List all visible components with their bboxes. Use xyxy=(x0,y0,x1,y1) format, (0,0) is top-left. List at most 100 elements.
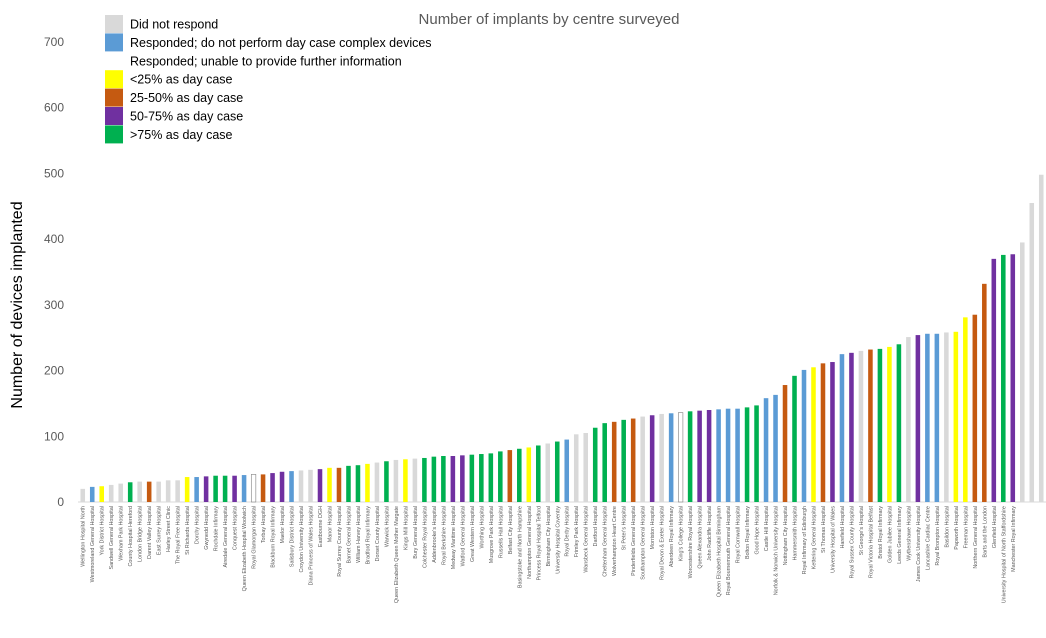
bar xyxy=(507,450,513,502)
bar xyxy=(165,480,171,502)
x-tick-label: Hammersmith Hospital xyxy=(793,506,799,561)
bar xyxy=(706,410,712,502)
bar xyxy=(108,484,114,502)
x-tick-label: Frimley Park Hospital xyxy=(574,506,580,557)
bar xyxy=(146,481,152,502)
bar xyxy=(327,467,332,502)
x-axis-tick-labels: Wellington Hospital North Westmoreland Ge… xyxy=(81,505,1017,603)
legend-label: Responded; unable to provide further inf… xyxy=(130,54,402,68)
x-tick-label: Dorchy Hospital xyxy=(195,506,201,544)
bar xyxy=(792,375,797,502)
y-tick-label: 600 xyxy=(44,101,64,115)
x-tick-label: Papworth Hospital xyxy=(954,506,960,550)
bar xyxy=(830,362,835,502)
x-tick-label: Manor Hospital xyxy=(327,506,333,542)
bar xyxy=(1001,254,1006,502)
bar xyxy=(801,369,807,502)
x-tick-label: Queen Alexandra Hospital xyxy=(698,506,704,569)
x-tick-label: County Hospital Hereford xyxy=(128,506,134,567)
bar xyxy=(773,394,778,502)
x-tick-label: Cheltenham General Hospital xyxy=(603,506,609,577)
x-tick-label: St Richards Hospital xyxy=(185,506,191,555)
x-tick-label: Nottingham City Hospital xyxy=(783,506,789,565)
x-tick-label: Worcestershire Royal Hospital xyxy=(688,506,694,578)
bar xyxy=(991,258,997,502)
bar xyxy=(308,469,313,502)
bar xyxy=(545,443,551,502)
bar xyxy=(194,477,199,502)
legend-label: <25% as day case xyxy=(130,73,233,87)
bar xyxy=(175,480,180,502)
bar xyxy=(232,475,237,502)
x-tick-label: Birmingham City Hospital xyxy=(546,506,552,567)
x-tick-label: Blackburn Royal Infirmary xyxy=(271,506,277,568)
bar xyxy=(868,349,873,502)
bar xyxy=(583,433,589,502)
chart-title: Number of implants by centre surveyed xyxy=(419,11,680,28)
bar xyxy=(270,473,275,502)
x-tick-label: Worthing Hospital xyxy=(479,506,485,548)
y-tick-label: 500 xyxy=(44,166,64,180)
x-tick-label: Musgrove Park Hospital xyxy=(489,506,495,563)
bar xyxy=(573,434,579,502)
bar xyxy=(289,471,294,502)
legend-label: >75% as day case xyxy=(130,128,233,142)
bar xyxy=(137,481,142,502)
x-tick-label: East Surrey Hospital xyxy=(157,506,163,555)
bar xyxy=(640,416,645,502)
x-tick-label: Bolton Royal Infirmary xyxy=(745,506,751,559)
x-tick-label: Rochdale Infirmary xyxy=(214,506,220,552)
bar xyxy=(763,398,769,502)
bar xyxy=(697,410,702,502)
bar xyxy=(365,463,370,502)
bar xyxy=(554,441,560,502)
x-tick-label: University Hospital Coventry xyxy=(555,506,561,574)
bar xyxy=(953,331,959,502)
bar xyxy=(906,337,911,502)
bar xyxy=(649,415,655,502)
legend-swatch xyxy=(105,107,123,125)
bar xyxy=(858,350,864,502)
bar xyxy=(317,469,323,502)
bar xyxy=(668,413,674,502)
bar xyxy=(1029,203,1035,502)
x-tick-label: St Peter's Hospital xyxy=(622,506,628,550)
x-tick-label: Colchester Royal Hospital xyxy=(422,506,428,568)
x-tick-label: Royal Brompton Hospital xyxy=(935,506,941,566)
x-tick-label: Good Hope Hospital xyxy=(755,506,761,555)
legend-label: 25-50% as day case xyxy=(130,91,243,105)
x-tick-label: Diana Princess of Wales Hospital xyxy=(309,506,315,586)
bar xyxy=(535,445,541,502)
bar xyxy=(896,344,902,502)
bar xyxy=(260,474,266,502)
bar xyxy=(279,471,285,502)
bar xyxy=(564,439,570,502)
x-tick-label: Royal Surrey County Hospital xyxy=(337,506,343,577)
bar xyxy=(250,474,257,503)
y-tick-label: 100 xyxy=(44,429,64,443)
x-tick-label: Queen Elizabeth Queen Mother Margate xyxy=(394,506,400,603)
x-tick-label: Northern General Hospital xyxy=(973,506,979,569)
bar xyxy=(982,283,987,502)
bar xyxy=(630,418,636,502)
bar xyxy=(488,453,494,502)
x-tick-label: Salisbury District Hospital xyxy=(290,506,296,567)
bar xyxy=(687,411,693,502)
bar xyxy=(782,385,788,502)
bar xyxy=(1019,242,1025,502)
bar xyxy=(744,407,750,502)
bar xyxy=(1010,254,1016,502)
x-tick-label: William Harvey Hospital xyxy=(356,506,362,563)
x-tick-label: Barts and the London xyxy=(982,506,988,558)
x-tick-label: Glenfield Hospital xyxy=(992,506,998,548)
legend: Did not respond Responded; do not perform… xyxy=(105,15,432,144)
bar xyxy=(735,408,740,502)
x-tick-label: Wansbeck General Hospital xyxy=(584,506,590,573)
x-tick-label: Harley Street Clinic xyxy=(166,506,172,552)
x-tick-label: Addenbrooke's Hospital xyxy=(432,506,438,563)
x-tick-label: Northampton General Hospital xyxy=(527,506,533,579)
y-axis-label: Number of devices implanted xyxy=(9,201,26,408)
x-tick-label: Southampton General Hospital xyxy=(641,506,647,580)
bar xyxy=(156,481,161,502)
x-tick-label: John Radcliffe Hospital xyxy=(707,506,713,561)
